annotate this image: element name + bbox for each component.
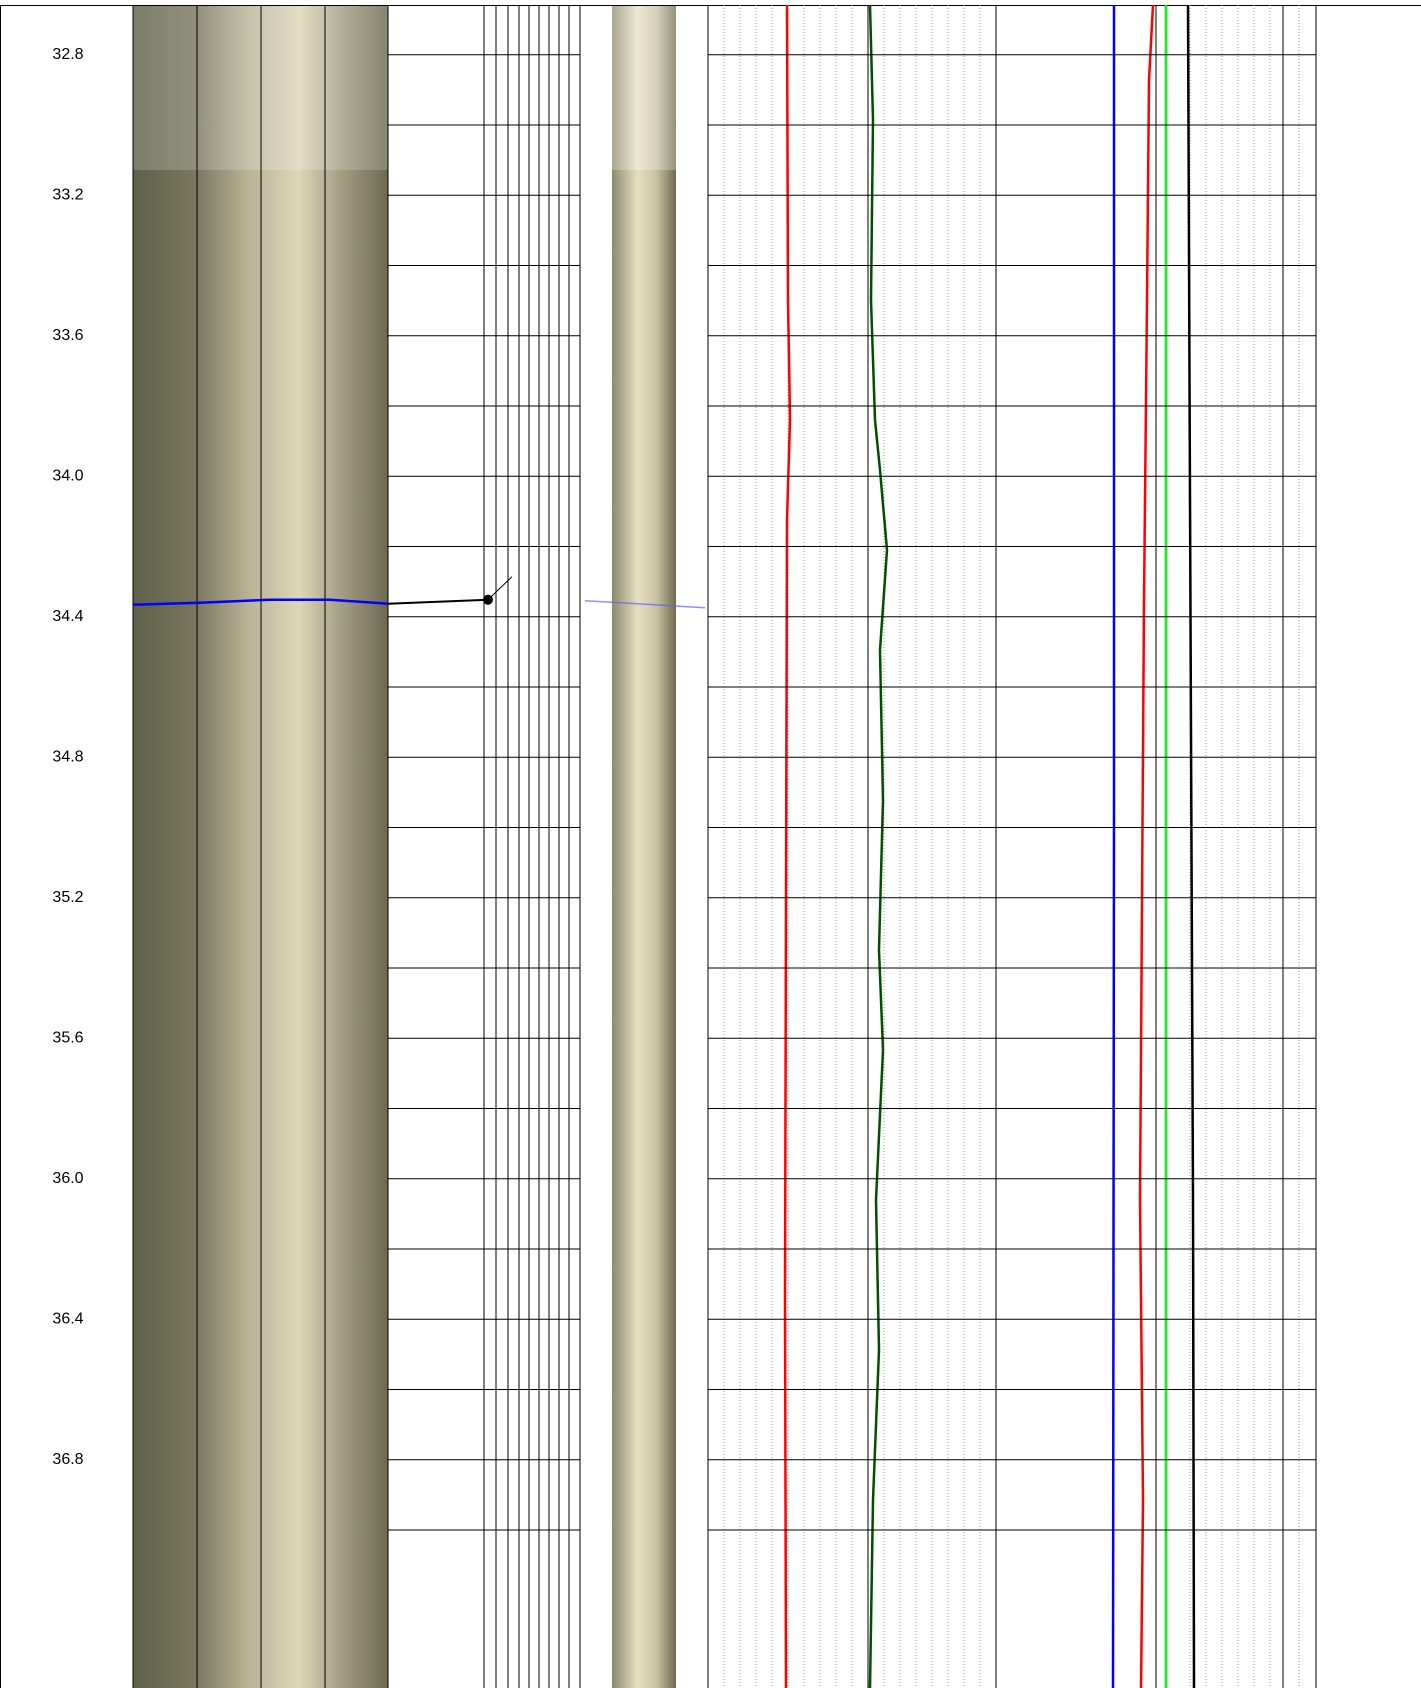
depth-label: 36.0 [52,1170,83,1187]
depth-label: 34.4 [52,608,83,625]
depth-label: 34.0 [52,467,83,484]
strip-image [612,5,676,1688]
log-track-lines [483,5,581,1688]
core-lines [196,5,326,1688]
minor-lines [723,5,1300,1688]
depth-label: 35.6 [52,1029,83,1046]
depth-label: 34.8 [52,748,83,765]
track-borders [0,5,1421,1688]
strip-highlight [612,5,676,170]
depth-label: 36.4 [52,1310,83,1327]
curves [783,4,1196,1688]
depth-label: 36.8 [52,1451,83,1468]
dip-strip [584,599,706,609]
depth-label: 33.6 [52,327,83,344]
dip-tail [487,576,513,601]
depth-label: 32.8 [52,46,83,63]
tracks [0,4,1421,1688]
dip-trace [132,598,389,606]
depth-label: 35.2 [52,889,83,906]
dip-leader [387,598,489,605]
depth-label: 33.2 [52,187,83,204]
